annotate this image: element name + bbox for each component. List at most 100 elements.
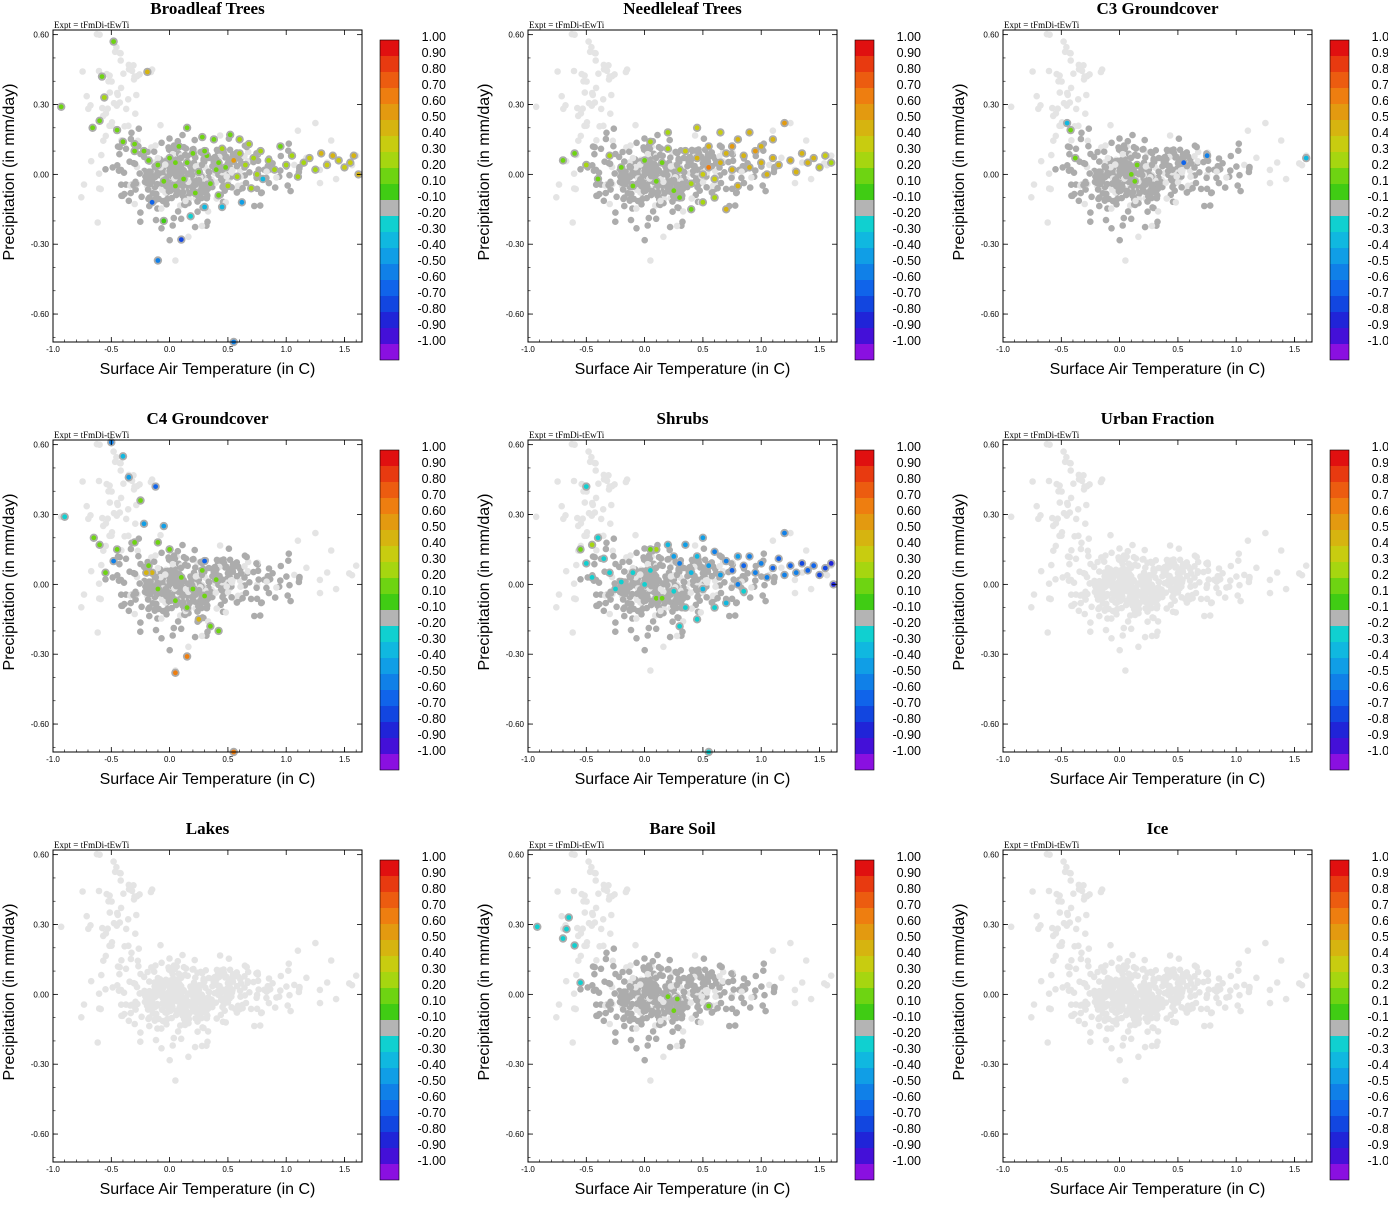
background-point <box>175 1028 182 1035</box>
colorbar-swatch <box>380 722 399 738</box>
x-tick-label: -1.0 <box>46 345 60 354</box>
data-point <box>619 580 624 585</box>
background-point <box>650 618 657 625</box>
background-point <box>619 174 626 181</box>
data-point <box>216 629 221 634</box>
colorbar-label: -0.20 <box>1368 206 1388 220</box>
background-point <box>646 625 653 632</box>
background-point <box>1154 602 1161 609</box>
colorbar-label: 1.00 <box>1372 440 1388 454</box>
data-point <box>202 149 207 154</box>
colorbar-swatch <box>1330 56 1349 72</box>
background-point <box>1103 627 1110 634</box>
background-point <box>1253 155 1260 162</box>
data-point <box>214 577 219 582</box>
x-tick-label: -0.5 <box>104 755 118 764</box>
background-point <box>1187 583 1194 590</box>
background-point <box>1195 568 1202 575</box>
background-point <box>1035 516 1042 523</box>
data-point <box>712 605 717 610</box>
colorbar-swatch <box>855 546 874 562</box>
background-point <box>162 981 169 988</box>
colorbar-swatch <box>1330 248 1349 264</box>
background-point <box>624 66 631 73</box>
background-point <box>127 1010 134 1017</box>
background-point <box>1050 113 1057 120</box>
background-point <box>1029 478 1036 485</box>
data-point <box>811 156 816 161</box>
colorbar-swatch <box>1330 450 1349 466</box>
background-point <box>137 628 144 635</box>
colorbar-label: 0.50 <box>897 520 921 534</box>
y-tick-label: -0.30 <box>31 1060 50 1069</box>
data-point <box>173 160 178 165</box>
background-point <box>171 1035 178 1042</box>
background-point <box>721 169 728 176</box>
background-point <box>600 123 607 130</box>
background-point <box>650 208 657 215</box>
background-point <box>695 146 702 153</box>
colorbar-swatch <box>380 706 399 722</box>
background-point <box>152 962 159 969</box>
background-point <box>333 996 340 1003</box>
colorbar-label: -0.80 <box>418 302 447 316</box>
data-point <box>759 561 764 566</box>
background-point <box>1046 478 1053 485</box>
colorbar-swatch <box>1330 594 1349 610</box>
background-point <box>163 1003 170 1010</box>
background-point <box>263 995 270 1002</box>
background-point <box>98 562 105 569</box>
background-point <box>121 1011 128 1018</box>
background-point <box>1094 559 1101 566</box>
background-point <box>126 198 133 205</box>
background-point <box>58 924 65 931</box>
background-point <box>1067 57 1074 64</box>
data-point <box>161 524 166 529</box>
background-point <box>1050 137 1057 144</box>
background-point <box>1102 191 1109 198</box>
background-point <box>638 593 645 600</box>
data-point <box>800 151 805 156</box>
colorbar-label: 1.00 <box>1372 30 1388 44</box>
background-point <box>633 550 640 557</box>
y-tick-label: 0.60 <box>508 441 524 450</box>
background-point <box>660 234 667 241</box>
background-point <box>79 888 86 895</box>
background-point <box>1031 591 1038 598</box>
background-point <box>116 987 123 994</box>
background-point <box>1122 257 1129 264</box>
background-point <box>639 196 646 203</box>
background-point <box>1064 501 1071 508</box>
background-point <box>194 1018 201 1025</box>
data-point <box>660 160 665 165</box>
background-point <box>1176 135 1183 142</box>
data-point <box>196 617 201 622</box>
background-point <box>1201 613 1208 620</box>
background-point <box>96 441 103 448</box>
background-point <box>253 970 260 977</box>
background-point <box>242 962 249 969</box>
background-point <box>659 563 666 570</box>
background-point <box>100 137 107 144</box>
background-point <box>1159 163 1166 170</box>
background-point <box>603 540 610 547</box>
background-point <box>571 31 578 38</box>
background-point <box>146 1023 153 1030</box>
data-point <box>706 165 711 170</box>
data-point <box>212 137 217 142</box>
data-point <box>631 184 636 189</box>
background-point <box>114 501 121 508</box>
colorbar-swatch <box>380 136 399 152</box>
colorbar-swatch <box>1330 626 1349 642</box>
background-point <box>1154 219 1161 226</box>
background-point <box>1208 599 1215 606</box>
colorbar-label: -0.10 <box>893 190 922 204</box>
background-point <box>118 591 125 598</box>
background-point <box>598 106 605 113</box>
colorbar-label: 0.80 <box>422 472 446 486</box>
colorbar-label: -1.00 <box>418 744 447 758</box>
colorbar-label: 0.30 <box>897 142 921 156</box>
background-point <box>611 125 618 132</box>
background-point <box>761 550 768 557</box>
